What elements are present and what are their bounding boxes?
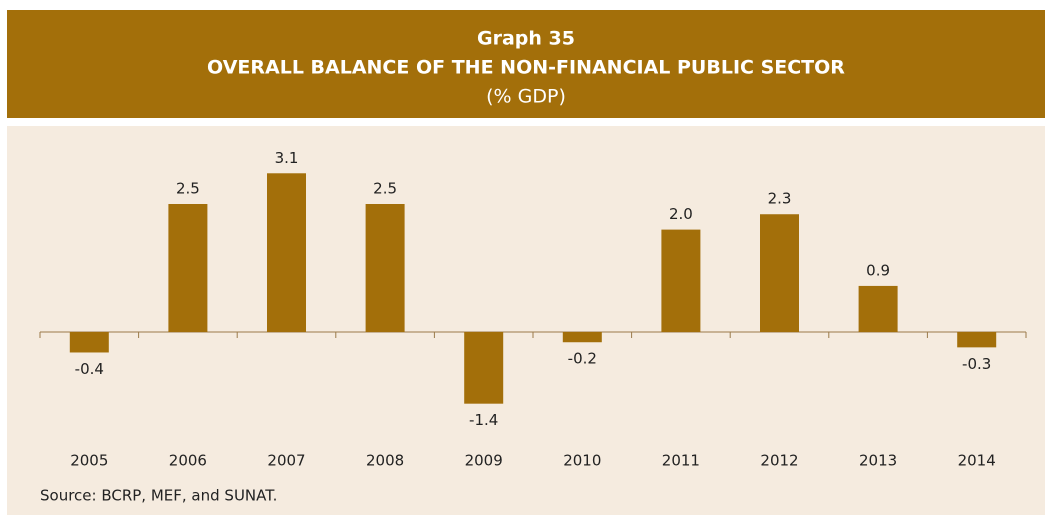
source-note: Source: BCRP, MEF, and SUNAT.: [40, 487, 277, 505]
bar: [661, 229, 701, 332]
bar: [267, 173, 306, 332]
bar: [464, 332, 504, 404]
header-band: [7, 10, 1045, 118]
value-label: 3.1: [275, 149, 299, 167]
chart-subtitle: (% GDP): [486, 86, 566, 108]
value-label: -1.4: [469, 411, 498, 429]
bar: [69, 332, 109, 353]
value-label: 2.3: [768, 190, 792, 208]
value-label: 0.9: [866, 261, 890, 279]
x-tick-label: 2009: [465, 452, 503, 470]
x-tick-label: 2008: [366, 452, 404, 470]
bar: [760, 214, 799, 332]
chart-label: Graph 35: [477, 28, 575, 50]
x-tick-label: 2012: [760, 452, 798, 470]
value-label: 2.5: [176, 180, 200, 198]
bar: [365, 204, 405, 332]
bar: [168, 204, 208, 332]
x-tick-label: 2007: [267, 452, 305, 470]
x-tick-label: 2005: [70, 452, 108, 470]
x-tick-label: 2010: [563, 452, 601, 470]
value-label: -0.4: [75, 360, 104, 378]
bar: [957, 332, 997, 348]
value-label: -0.3: [962, 355, 991, 373]
chart-title: OVERALL BALANCE OF THE NON-FINANCIAL PUB…: [207, 57, 845, 79]
x-tick-label: 2006: [169, 452, 207, 470]
bar: [562, 332, 602, 343]
value-label: 2.0: [669, 205, 693, 223]
value-label: 2.5: [373, 180, 397, 198]
value-label: -0.2: [568, 350, 597, 368]
x-tick-label: 2013: [859, 452, 897, 470]
x-tick-label: 2014: [958, 452, 996, 470]
bar: [858, 285, 898, 332]
x-tick-label: 2011: [662, 452, 700, 470]
